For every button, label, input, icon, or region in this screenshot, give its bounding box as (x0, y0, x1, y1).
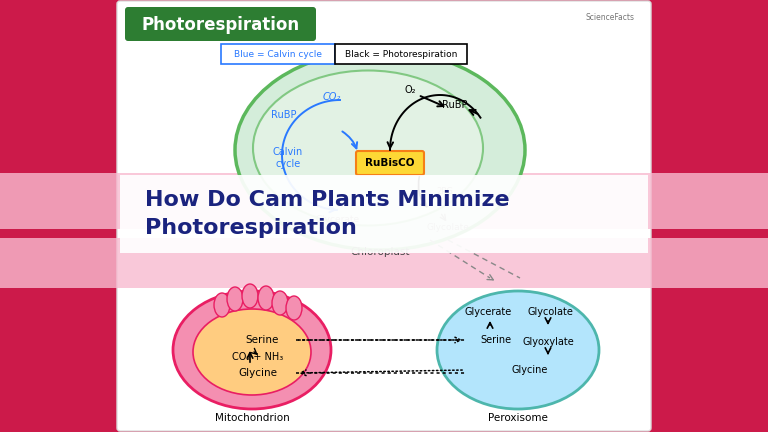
FancyBboxPatch shape (125, 7, 316, 41)
Text: RuBP: RuBP (442, 100, 468, 110)
Text: Photorespiration: Photorespiration (145, 218, 357, 238)
FancyBboxPatch shape (221, 44, 335, 64)
Text: Calvin
cycle: Calvin cycle (273, 147, 303, 169)
Text: Serine: Serine (481, 335, 511, 345)
Ellipse shape (193, 309, 311, 395)
Text: Peroxisome: Peroxisome (488, 413, 548, 423)
Ellipse shape (437, 291, 599, 409)
Text: Glyoxylate: Glyoxylate (522, 337, 574, 347)
Ellipse shape (227, 287, 243, 311)
Bar (120, 175, 648, 253)
FancyBboxPatch shape (335, 44, 467, 64)
Ellipse shape (235, 50, 525, 250)
Text: Glycerate: Glycerate (316, 216, 360, 225)
Text: RuBisCO: RuBisCO (366, 158, 415, 168)
Text: Mitochondrion: Mitochondrion (214, 413, 290, 423)
Text: Glycine: Glycine (511, 365, 548, 375)
Text: Glycerate: Glycerate (465, 307, 511, 317)
Ellipse shape (272, 291, 288, 315)
Ellipse shape (242, 284, 258, 308)
Text: CO₂ + NH₃: CO₂ + NH₃ (233, 352, 283, 362)
Text: ScienceFacts: ScienceFacts (585, 13, 634, 22)
Ellipse shape (173, 291, 331, 409)
Bar (0, 173, 768, 229)
FancyBboxPatch shape (117, 1, 651, 431)
Bar (0, 238, 768, 288)
FancyBboxPatch shape (356, 151, 424, 175)
Text: O₂: O₂ (404, 85, 415, 95)
Text: Blue = Calvin cycle: Blue = Calvin cycle (234, 50, 322, 59)
Text: Glycolate: Glycolate (527, 307, 573, 317)
Text: 2PG: 2PG (436, 187, 453, 197)
Text: Glycolate: Glycolate (426, 223, 469, 232)
Text: CO₂: CO₂ (323, 92, 341, 102)
Text: RuBP: RuBP (271, 110, 296, 120)
Text: Black = Photorespiration: Black = Photorespiration (345, 50, 457, 59)
Ellipse shape (214, 293, 230, 317)
Ellipse shape (258, 286, 274, 310)
Text: Glycine: Glycine (238, 368, 277, 378)
Ellipse shape (253, 70, 483, 226)
Text: Photorespiration: Photorespiration (142, 16, 300, 34)
Ellipse shape (286, 296, 302, 320)
Text: How Do Cam Plants Minimize: How Do Cam Plants Minimize (145, 190, 510, 210)
Text: Serine: Serine (245, 335, 278, 345)
Text: Chloroplast: Chloroplast (350, 247, 410, 257)
